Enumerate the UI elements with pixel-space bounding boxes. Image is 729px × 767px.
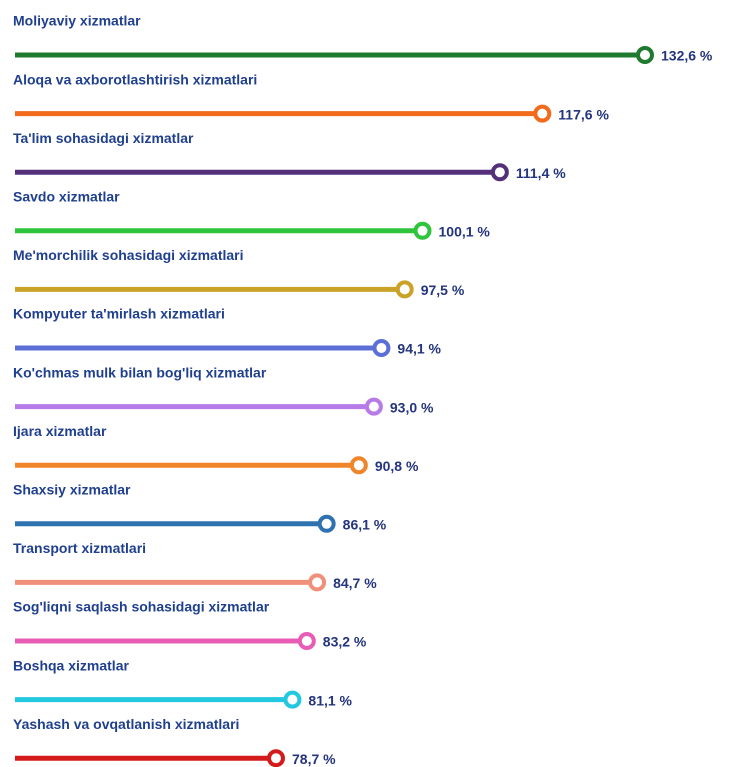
dot bbox=[413, 221, 432, 240]
dot bbox=[308, 573, 327, 592]
value-label: 94,1 % bbox=[397, 341, 441, 357]
value-label: 93,0 % bbox=[390, 399, 434, 415]
category-label: Boshqa xizmatlar bbox=[13, 657, 129, 673]
category-label: Yashash va ovqatlanish xizmatlari bbox=[13, 716, 239, 732]
value-label: 81,1 % bbox=[308, 692, 352, 708]
dot bbox=[636, 46, 654, 64]
value-label: 84,7 % bbox=[333, 575, 377, 591]
value-label: 111,4 % bbox=[516, 165, 566, 181]
value-label: 100,1 % bbox=[439, 224, 491, 240]
value-label: 86,1 % bbox=[343, 517, 387, 533]
dot bbox=[283, 690, 302, 709]
dot bbox=[297, 632, 316, 650]
value-label: 78,7 % bbox=[292, 751, 336, 767]
value-label: 132,6 % bbox=[661, 48, 713, 64]
category-label: Ijara xizmatlar bbox=[13, 423, 107, 439]
value-label: 83,2 % bbox=[323, 634, 367, 650]
category-label: Sog'liqni saqlash sohasidagi xizmatlar bbox=[13, 599, 270, 615]
category-label: Aloqa va axborotlashtirish xizmatlari bbox=[13, 71, 257, 87]
value-label: 90,8 % bbox=[375, 458, 419, 474]
dot bbox=[317, 514, 336, 533]
category-label: Me'morchilik sohasidagi xizmatlari bbox=[13, 247, 244, 263]
category-label: Kompyuter ta'mirlash xizmatlari bbox=[13, 306, 225, 322]
value-label: 117,6 % bbox=[558, 106, 609, 122]
dot bbox=[490, 163, 509, 182]
category-label: Shaxsiy xizmatlar bbox=[13, 482, 131, 498]
category-label: Transport xizmatlari bbox=[13, 540, 146, 556]
category-label: Ta'lim sohasidagi xizmatlar bbox=[13, 130, 194, 146]
dot bbox=[395, 280, 414, 299]
dot bbox=[267, 749, 285, 767]
category-label: Ko'chmas mulk bilan bog'liq xizmatlar bbox=[13, 364, 267, 380]
value-label: 97,5 % bbox=[421, 282, 465, 298]
dot bbox=[372, 339, 391, 357]
dot bbox=[364, 397, 383, 416]
dot bbox=[533, 104, 552, 123]
dot bbox=[349, 456, 368, 475]
category-label: Moliyaviy xizmatlar bbox=[13, 13, 141, 29]
category-label: Savdo xizmatlar bbox=[13, 189, 120, 205]
